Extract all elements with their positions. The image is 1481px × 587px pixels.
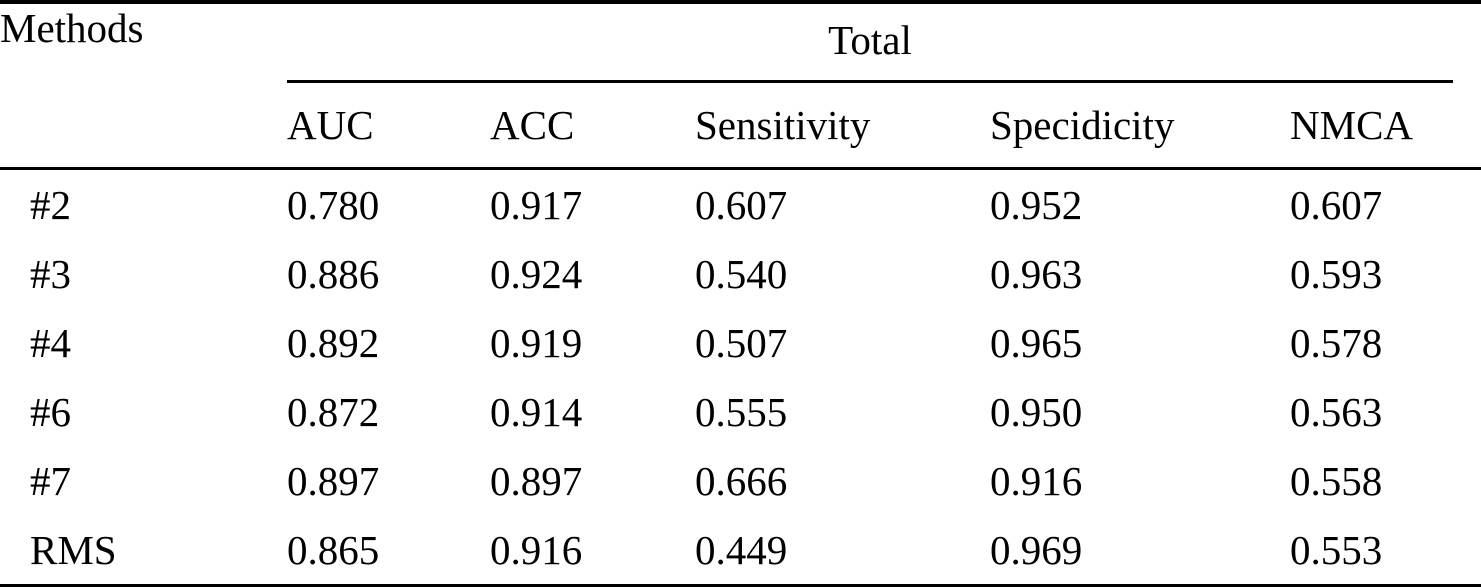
value-cell: 0.449 <box>695 526 788 573</box>
subheader-row: AUC ACC Sensitivity Specidicity NMCA <box>0 83 1481 170</box>
value-cell: 0.897 <box>287 457 380 504</box>
table-row: #2 0.780 0.917 0.607 0.952 0.607 <box>0 169 1481 240</box>
column-header-nmca: NMCA <box>1290 83 1481 170</box>
method-cell: #6 <box>30 388 71 435</box>
method-cell: #4 <box>30 319 71 366</box>
value-cell: 0.563 <box>1290 388 1383 435</box>
value-cell: 0.914 <box>490 388 583 435</box>
column-header-acc: ACC <box>490 83 695 170</box>
column-header-specidicity: Specidicity <box>990 83 1290 170</box>
value-cell: 0.916 <box>990 457 1083 504</box>
table-body: #2 0.780 0.917 0.607 0.952 0.607 #3 0.88… <box>0 169 1481 587</box>
table-row: #3 0.886 0.924 0.540 0.963 0.593 <box>0 239 1481 308</box>
value-cell: 0.969 <box>990 526 1083 573</box>
total-group-label: Total <box>828 17 912 63</box>
value-cell: 0.666 <box>695 457 788 504</box>
value-cell: 0.892 <box>287 319 380 366</box>
value-cell: 0.540 <box>695 250 788 297</box>
value-cell: 0.886 <box>287 250 380 297</box>
value-cell: 0.593 <box>1290 250 1383 297</box>
value-cell: 0.578 <box>1290 319 1383 366</box>
value-cell: 0.952 <box>990 181 1083 228</box>
method-cell: #3 <box>30 250 71 297</box>
value-cell: 0.872 <box>287 388 380 435</box>
table-row: RMS 0.865 0.916 0.449 0.969 0.553 <box>0 515 1481 586</box>
group-header-row: Methods Total <box>0 2 1481 170</box>
value-cell: 0.780 <box>287 181 380 228</box>
value-cell: 0.919 <box>490 319 583 366</box>
value-cell: 0.965 <box>990 319 1083 366</box>
method-cell: #2 <box>30 181 71 228</box>
column-header-sensitivity: Sensitivity <box>695 83 990 170</box>
value-cell: 0.555 <box>695 388 788 435</box>
table-row: #6 0.872 0.914 0.555 0.950 0.563 <box>0 377 1481 446</box>
value-cell: 0.607 <box>695 181 788 228</box>
total-group-header-cell: Total <box>287 2 1481 83</box>
value-cell: 0.553 <box>1290 526 1383 573</box>
column-header-auc: AUC <box>287 83 490 170</box>
value-cell: 0.963 <box>990 250 1083 297</box>
methods-column-header: Methods <box>0 2 287 170</box>
total-group-underline: Total <box>287 4 1454 83</box>
value-cell: 0.507 <box>695 319 788 366</box>
value-cell: 0.917 <box>490 181 583 228</box>
table-header: Methods Total AUC ACC Sensitivity Specid… <box>0 2 1481 170</box>
value-cell: 0.607 <box>1290 181 1383 228</box>
value-cell: 0.950 <box>990 388 1083 435</box>
value-cell: 0.924 <box>490 250 583 297</box>
method-cell: RMS <box>30 526 117 573</box>
table-row: #4 0.892 0.919 0.507 0.965 0.578 <box>0 308 1481 377</box>
value-cell: 0.916 <box>490 526 583 573</box>
value-cell: 0.897 <box>490 457 583 504</box>
value-cell: 0.558 <box>1290 457 1383 504</box>
method-cell: #7 <box>30 457 71 504</box>
table-row: #7 0.897 0.897 0.666 0.916 0.558 <box>0 446 1481 515</box>
value-cell: 0.865 <box>287 526 380 573</box>
